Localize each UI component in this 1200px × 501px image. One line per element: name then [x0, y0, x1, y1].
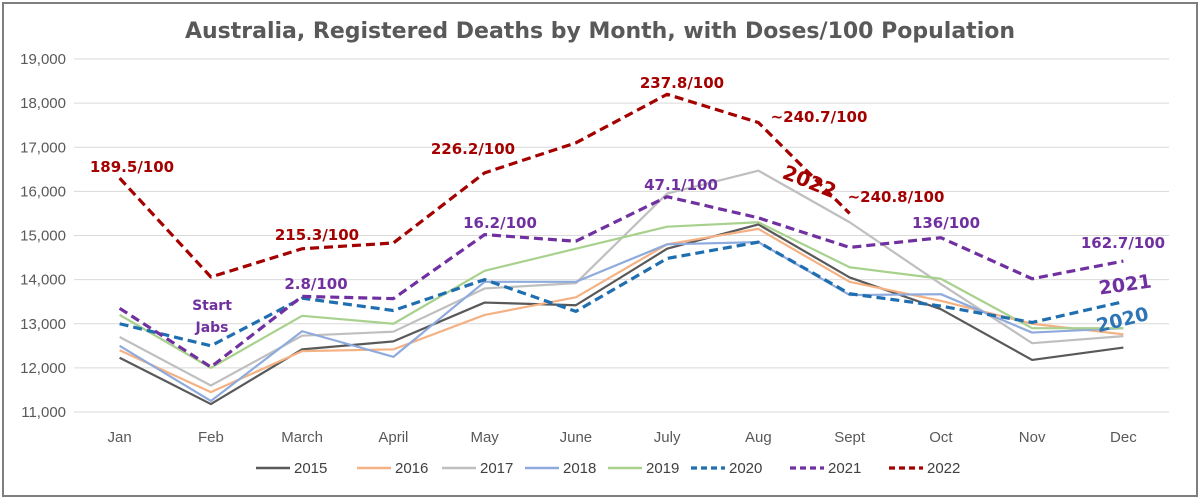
legend: 2015 2016 2017 2018 2019 2020 2021 2022	[256, 460, 960, 477]
legend-label: 2022	[927, 460, 960, 477]
y-tick-label: 14,000	[20, 272, 66, 289]
x-tick-label-nov: Nov	[1019, 429, 1046, 446]
series-label-2020: 2020	[1094, 303, 1151, 337]
y-tick-label: 19,000	[20, 51, 66, 68]
series-line-2019	[119, 221, 1124, 369]
legend-label: 2017	[480, 460, 513, 477]
x-tick-label-july: July	[654, 429, 681, 446]
legend-label: 2015	[294, 460, 327, 477]
x-tick-label-may: May	[470, 429, 499, 446]
legend-label: 2016	[395, 460, 428, 477]
y-tick-label: 16,000	[20, 183, 66, 200]
y-tick-label: 18,000	[20, 95, 66, 112]
legend-label: 2018	[563, 460, 596, 477]
annotation-label: Jabs	[194, 320, 228, 336]
y-tick-label: 11,000	[21, 404, 66, 421]
x-tick-label-dec: Dec	[1110, 429, 1137, 446]
legend-item-2021: 2021	[790, 460, 861, 477]
annotation-label: 162.7/100	[1081, 234, 1165, 252]
series-label-2021: 2021	[1097, 270, 1152, 299]
legend-label: 2020	[729, 460, 762, 477]
series-line-2018	[119, 241, 1124, 403]
annotation-label: ~240.7/100	[771, 108, 868, 126]
legend-label: 2021	[828, 460, 861, 477]
x-tick-label-june: June	[560, 429, 593, 446]
x-tick-label-sept: Sept	[834, 429, 866, 446]
y-axis-ticks: 11,000 12,000 13,000 14,000 15,000 16,000 17,0…	[20, 51, 66, 421]
series-line-2022	[118, 92, 851, 279]
annotation-label: ~240.8/100	[848, 188, 945, 206]
legend-item-2016: 2016	[357, 460, 428, 477]
annotation-label: 47.1/100	[644, 176, 718, 194]
legend-item-2019: 2019	[608, 460, 679, 477]
legend-label: 2019	[646, 460, 679, 477]
series-line-2021	[118, 195, 1124, 369]
annotation-label: 215.3/100	[275, 226, 359, 244]
annotation-label: 136/100	[912, 214, 980, 232]
line-chart: Australia, Registered Deaths by Month, w…	[20, 19, 1169, 477]
annotation-label: 2.8/100	[284, 275, 347, 293]
legend-item-2022: 2022	[889, 460, 960, 477]
annotations: 189.5/100 215.3/100 226.2/100 237.8/100 ~240…	[90, 74, 1165, 337]
series-lines	[118, 92, 1124, 406]
x-tick-label-jan: Jan	[108, 429, 132, 446]
x-tick-label-aug: Aug	[745, 429, 772, 446]
y-tick-label: 13,000	[20, 316, 66, 333]
x-tick-label-march: March	[281, 429, 323, 446]
chart-title: Australia, Registered Deaths by Month, w…	[185, 19, 1015, 44]
annotation-label: 16.2/100	[463, 214, 537, 232]
annotation-label: 226.2/100	[431, 140, 515, 158]
legend-item-2015: 2015	[256, 460, 327, 477]
y-tick-label: 17,000	[20, 139, 66, 156]
series-line-2020	[119, 240, 1124, 348]
series-line-2016	[119, 227, 1124, 394]
annotation-label: 189.5/100	[90, 158, 174, 176]
y-tick-label: 12,000	[20, 360, 66, 377]
annotation-label: 237.8/100	[640, 74, 724, 92]
x-tick-label-april: April	[378, 429, 408, 446]
legend-item-2018: 2018	[525, 460, 596, 477]
legend-item-2017: 2017	[442, 460, 513, 477]
x-axis-ticks: Jan Feb March April May June July Aug Sept Oct Nov…	[108, 429, 1138, 446]
legend-item-2020: 2020	[691, 460, 762, 477]
x-tick-label-oct: Oct	[929, 429, 953, 446]
annotation-label: Start	[192, 298, 232, 314]
y-tick-label: 15,000	[20, 228, 66, 245]
series-label-2022: 2022	[779, 160, 840, 203]
x-tick-label-feb: Feb	[198, 429, 224, 446]
gridlines	[74, 58, 1169, 413]
